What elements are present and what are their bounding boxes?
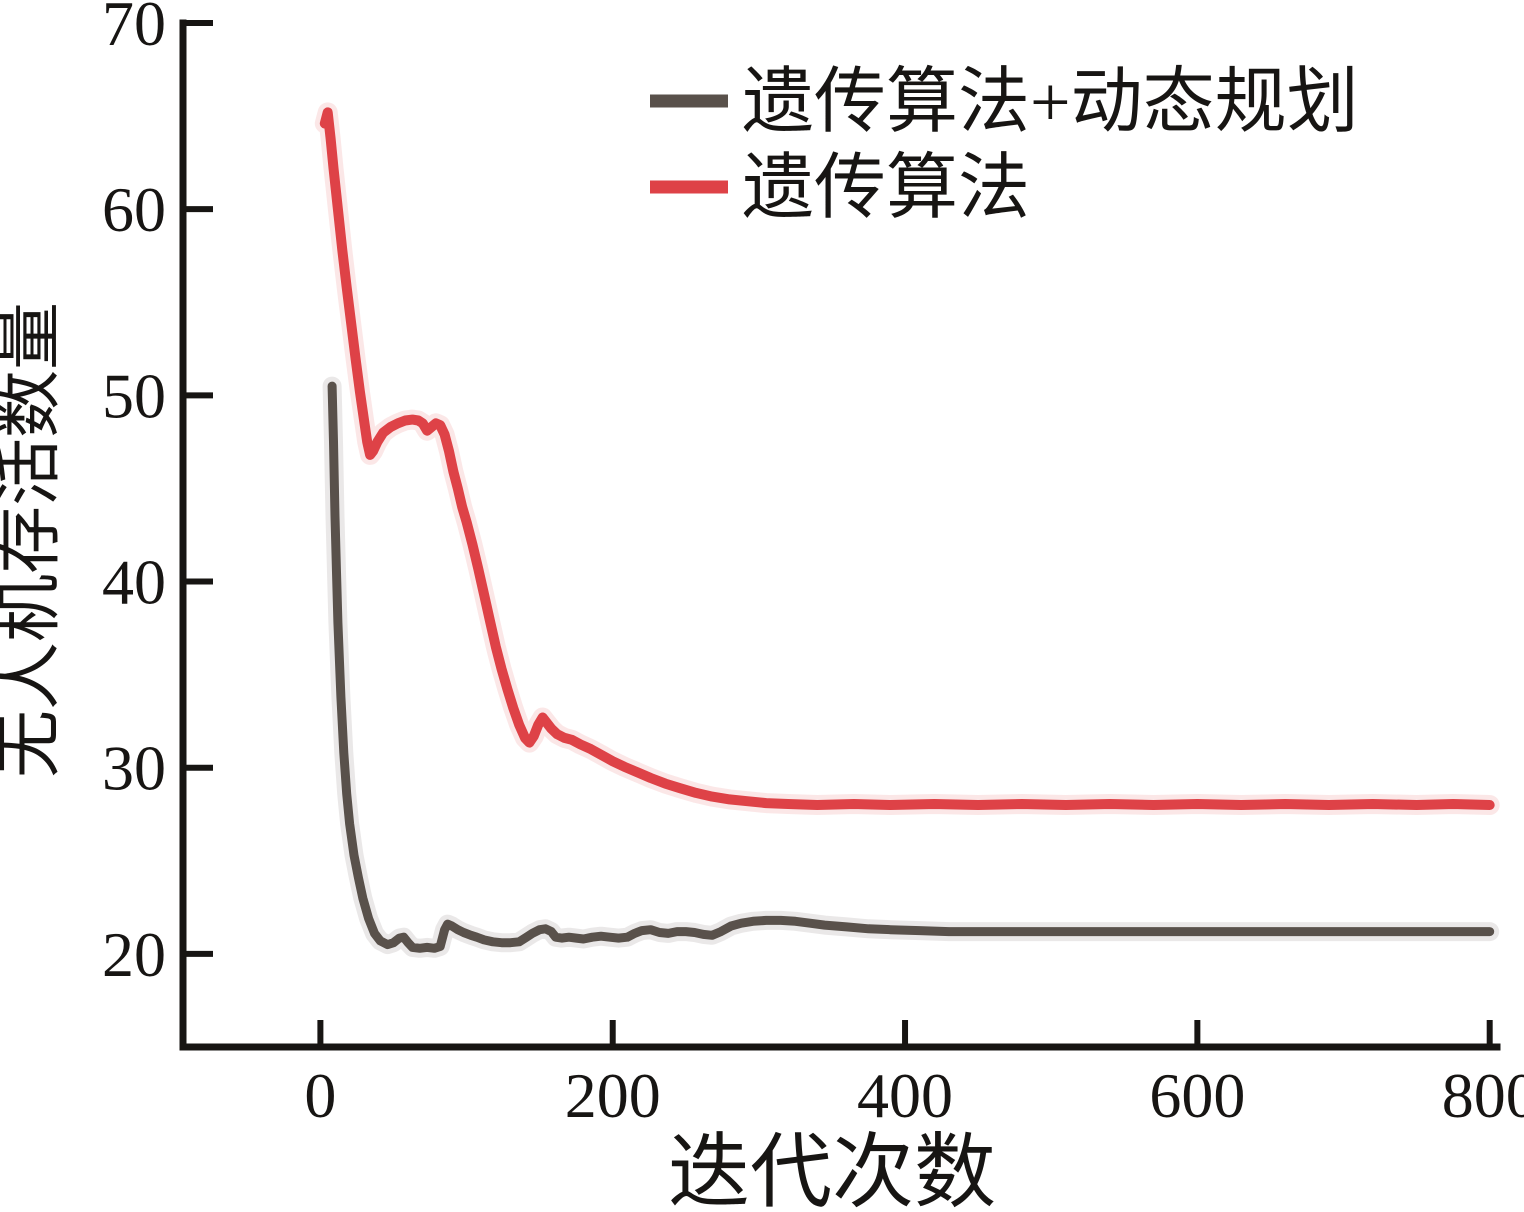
x-tick-label: 200 — [565, 1060, 661, 1131]
y-tick-label: 40 — [102, 547, 166, 618]
y-tick-label: 70 — [102, 0, 166, 59]
x-tick-label: 400 — [857, 1060, 953, 1131]
legend-label-ga: 遗传算法 — [742, 148, 1030, 228]
x-tick-label: 800 — [1442, 1060, 1524, 1131]
series-group — [314, 102, 1500, 958]
y-axis-ticks: 20 30 40 50 60 70 — [102, 0, 213, 990]
y-tick-label: 20 — [102, 919, 166, 990]
legend-entry-ga: 遗传算法 — [650, 148, 1030, 228]
x-tick-label: 0 — [304, 1060, 336, 1131]
x-tick-label: 600 — [1149, 1060, 1245, 1131]
y-tick-label: 50 — [102, 360, 166, 431]
y-axis-title: 无人机存活数量 — [0, 302, 67, 778]
series-line-ga-dp — [327, 381, 1495, 953]
axes — [179, 19, 1501, 1051]
y-tick-label: 60 — [102, 174, 166, 245]
x-axis-title: 迭代次数 — [668, 1127, 996, 1212]
series-line-ga — [319, 107, 1495, 810]
x-axis-ticks: 0 200 400 600 800 — [304, 1020, 1524, 1131]
legend-label-ga-dp: 遗传算法+动态规划 — [742, 62, 1359, 142]
y-tick-label: 30 — [102, 733, 166, 804]
legend-entry-ga-dp: 遗传算法+动态规划 — [650, 62, 1359, 142]
legend: 遗传算法+动态规划 遗传算法 — [650, 62, 1359, 228]
